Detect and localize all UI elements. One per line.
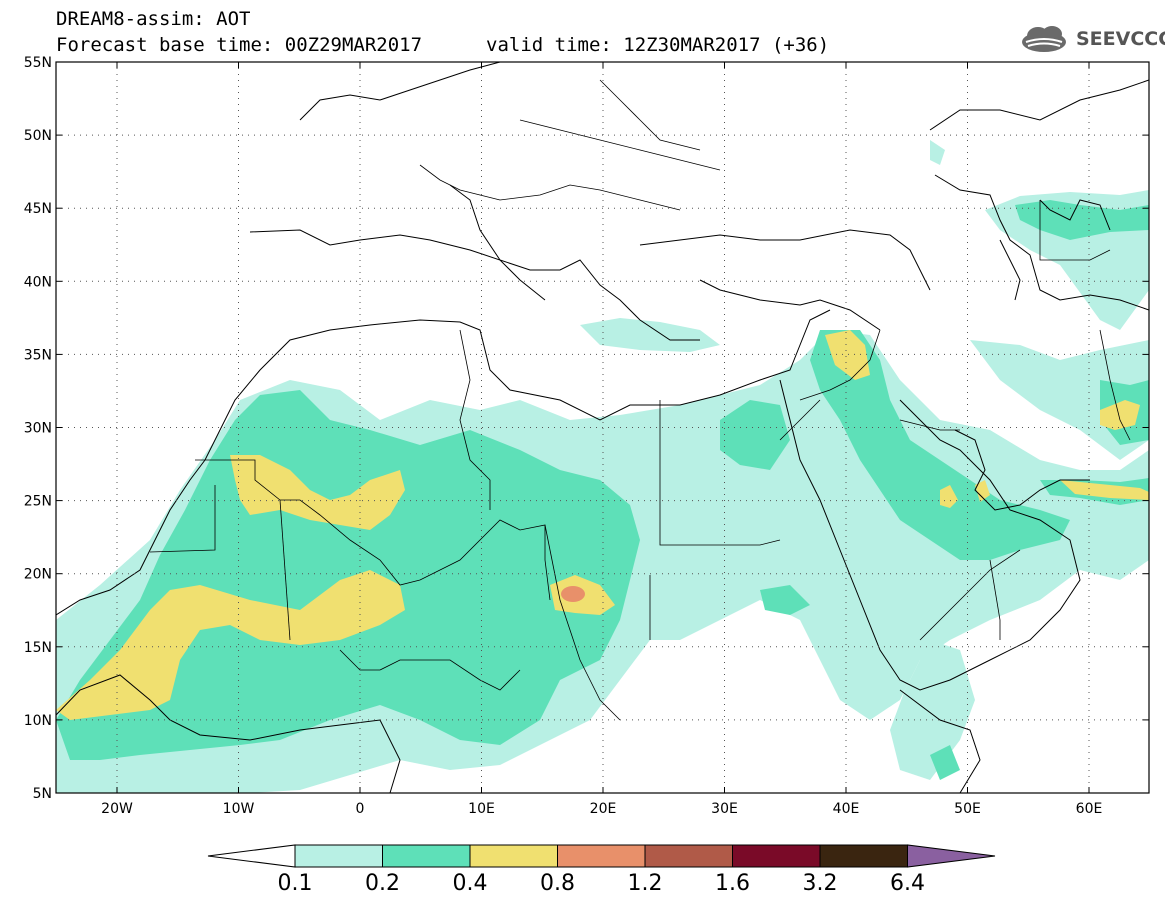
lat-label: 25N — [24, 494, 52, 510]
lon-label: 50E — [954, 801, 981, 817]
logo-text: SEEVCCC — [1076, 28, 1165, 50]
lat-label: 35N — [24, 347, 52, 363]
colorbar-level-label: 0.1 — [278, 871, 313, 896]
aot-field — [56, 140, 1149, 793]
lat-label: 55N — [24, 55, 52, 71]
lat-label: 15N — [24, 640, 52, 656]
forecast-base-time: Forecast base time: 00Z29MAR2017 — [56, 34, 423, 56]
colorbar-segment — [819, 844, 908, 868]
colorbar-over-arrow — [907, 844, 996, 868]
country-borders — [149, 79, 1131, 721]
map-title: DREAM8-assim: AOT — [56, 8, 251, 30]
seevccc-logo — [1022, 26, 1066, 52]
lon-label: 20E — [590, 801, 617, 817]
lat-label: 45N — [24, 201, 52, 217]
colorbar-segment — [644, 844, 733, 868]
colorbar-level-label: 0.2 — [365, 871, 400, 896]
lon-label: 10W — [223, 801, 255, 817]
lon-label: 0 — [356, 801, 365, 817]
latitude-labels: 55N 50N 45N 40N 35N 30N 25N 20N 15N 10N 5N — [24, 55, 1149, 802]
lat-label: 50N — [24, 128, 52, 144]
longitude-labels: 20W 10W 0 10E 20E 30E 40E 50E 60E — [101, 62, 1102, 817]
colorbar-under-arrow — [207, 844, 296, 868]
valid-time: valid time: 12Z30MAR2017 (+36) — [486, 34, 830, 56]
colorbar-segment — [557, 844, 646, 868]
colorbar: 0.1 0.2 0.4 0.8 1.2 1.6 3.2 6.4 — [207, 844, 996, 896]
lat-label: 30N — [24, 421, 52, 437]
colorbar-level-label: 0.4 — [453, 871, 488, 896]
aot-band-0.4 — [56, 330, 1149, 720]
lat-label: 10N — [24, 713, 52, 729]
lon-label: 40E — [833, 801, 860, 817]
colorbar-segment — [382, 844, 471, 868]
coastlines — [56, 62, 1149, 793]
colorbar-level-label: 1.6 — [715, 871, 750, 896]
colorbar-level-label: 3.2 — [803, 871, 838, 896]
lon-label: 60E — [1076, 801, 1103, 817]
lon-label: 30E — [711, 801, 738, 817]
lat-label: 40N — [24, 274, 52, 290]
lat-label: 20N — [24, 567, 52, 583]
colorbar-segment — [469, 844, 558, 868]
lon-label: 20W — [101, 801, 133, 817]
lat-label: 5N — [33, 786, 52, 802]
colorbar-level-label: 6.4 — [890, 871, 925, 896]
colorbar-level-label: 0.8 — [540, 871, 575, 896]
colorbar-level-label: 1.2 — [628, 871, 663, 896]
colorbar-segment — [294, 844, 383, 868]
lon-label: 10E — [468, 801, 495, 817]
cloud-icon — [1022, 26, 1066, 52]
aot-band-0.8 — [561, 586, 585, 602]
gridlines — [56, 62, 1149, 793]
colorbar-segment — [732, 844, 821, 868]
